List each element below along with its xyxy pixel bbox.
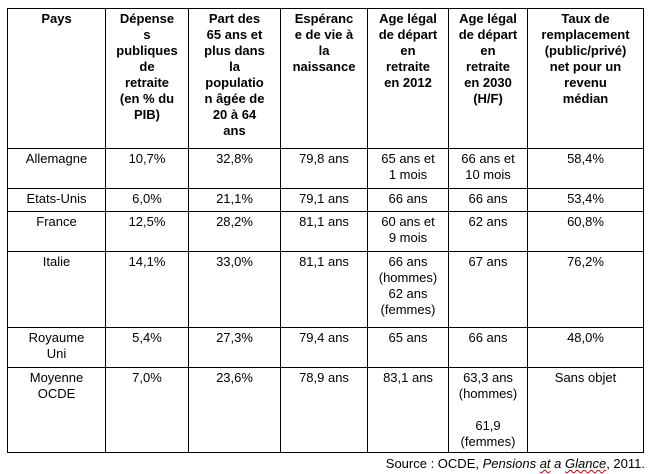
source-title-part: a — [550, 456, 565, 471]
table-cell: 76,2% — [527, 251, 644, 328]
table-cell: 27,3% — [188, 327, 281, 368]
table-row-etats-unis: Etats-Unis 6,0% 21,1% 79,1 ans 66 ans 66… — [7, 188, 644, 212]
table-row-moyenne-ocde: Moyenne OCDE 7,0% 23,6% 78,9 ans 83,1 an… — [7, 367, 644, 453]
table-cell: 65 ans — [367, 327, 449, 368]
table-cell: 28,2% — [188, 211, 281, 252]
table-cell: 79,4 ans — [280, 327, 368, 368]
column-header-age-depart-2012: Age légal de départ en retraite en 2012 — [367, 8, 449, 149]
table-cell: 79,8 ans — [280, 148, 368, 189]
country-cell: Allemagne — [7, 148, 106, 189]
table-cell: 32,8% — [188, 148, 281, 189]
country-cell: Italie — [7, 251, 106, 328]
table-cell: Sans objet — [527, 367, 644, 453]
table-cell: 14,1% — [105, 251, 189, 328]
table-cell: 60,8% — [527, 211, 644, 252]
column-header-depenses-publiques: Dépense s publiques de retraite (en % du… — [105, 8, 189, 149]
table-row-italie: Italie 14,1% 33,0% 81,1 ans 66 ans (homm… — [7, 251, 644, 328]
table-cell: 65 ans et 1 mois — [367, 148, 449, 189]
table-cell: 23,6% — [188, 367, 281, 453]
table-cell: 7,0% — [105, 367, 189, 453]
source-title-misspelled-word: at — [539, 456, 551, 471]
country-cell: Etats-Unis — [7, 188, 106, 212]
table-cell: 66 ans — [448, 188, 528, 212]
table-cell: 12,5% — [105, 211, 189, 252]
table-cell: 5,4% — [105, 327, 189, 368]
table-cell: 10,7% — [105, 148, 189, 189]
table-cell: 78,9 ans — [280, 367, 368, 453]
table-cell: 48,0% — [527, 327, 644, 368]
country-cell: Moyenne OCDE — [7, 367, 106, 453]
table-row-royaume-uni: Royaume Uni 5,4% 27,3% 79,4 ans 65 ans 6… — [7, 327, 644, 368]
table-cell: 6,0% — [105, 188, 189, 212]
table-cell: 81,1 ans — [280, 211, 368, 252]
column-header-age-depart-2030: Age légal de départ en retraite en 2030 … — [448, 8, 528, 149]
column-header-taux-remplacement: Taux de remplacement (public/privé) net … — [527, 8, 644, 149]
table-cell: 58,4% — [527, 148, 644, 189]
table-cell: 33,0% — [188, 251, 281, 328]
source-caption: Source : OCDE, Pensions at a Glance, 201… — [0, 455, 645, 473]
table-row-france: France 12,5% 28,2% 81,1 ans 60 ans et 9 … — [7, 211, 644, 252]
table-cell: 66 ans — [448, 327, 528, 368]
table-row-allemagne: Allemagne 10,7% 32,8% 79,8 ans 65 ans et… — [7, 148, 644, 189]
table-cell: 63,3 ans (hommes) 61,9 (femmes) — [448, 367, 528, 453]
source-caption-suffix: , 2011. — [606, 456, 645, 471]
table-cell: 83,1 ans — [367, 367, 449, 453]
header-row: Pays Dépense s publiques de retraite (en… — [7, 8, 644, 149]
table-cell: 60 ans et 9 mois — [367, 211, 449, 252]
column-header-esperance-vie: Espéranc e de vie à la naissance — [280, 8, 368, 149]
table-cell: 66 ans et 10 mois — [448, 148, 528, 189]
column-header-part-65-ans: Part des 65 ans et plus dans la populati… — [188, 8, 281, 149]
table-cell: 79,1 ans — [280, 188, 368, 212]
country-cell: France — [7, 211, 106, 252]
source-caption-prefix: Source : OCDE, — [385, 456, 483, 471]
source-title-misspelled-word: Glance — [565, 456, 607, 471]
pension-table: Pays Dépense s publiques de retraite (en… — [7, 8, 644, 453]
column-header-pays: Pays — [7, 8, 106, 149]
country-cell: Royaume Uni — [7, 327, 106, 368]
table-cell: 53,4% — [527, 188, 644, 212]
table-cell: 66 ans — [367, 188, 449, 212]
table-cell: 66 ans (hommes) 62 ans (femmes) — [367, 251, 449, 328]
source-title-part: Pensions — [482, 456, 540, 471]
table-cell: 67 ans — [448, 251, 528, 328]
table-cell: 21,1% — [188, 188, 281, 212]
table-cell: 62 ans — [448, 211, 528, 252]
table-cell: 81,1 ans — [280, 251, 368, 328]
